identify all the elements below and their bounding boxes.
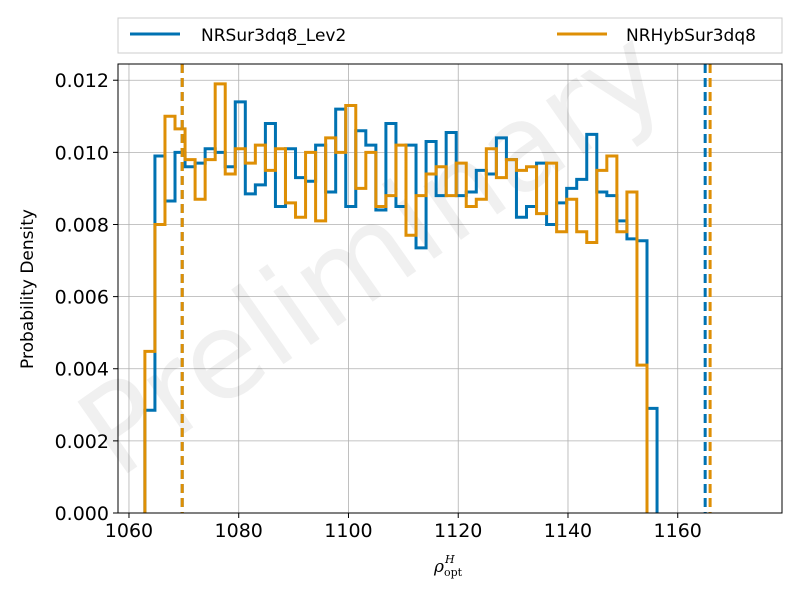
x-axis-label-main: ρ [433, 557, 444, 577]
histogram-series-0 [143, 100, 659, 513]
x-axis-label-sub: opt [444, 566, 463, 579]
y-tick-label: 0.008 [55, 214, 109, 236]
legend-frame [117, 17, 783, 54]
y-tick-label: 0.010 [55, 142, 109, 164]
x-tick-label: 1140 [544, 520, 592, 542]
interval-lines [180, 64, 712, 513]
x-axis-ticks: 1060 1080 1100 1120 1140 1160 [105, 513, 702, 542]
y-tick-label: 0.000 [55, 503, 109, 525]
y-axis-label: Probability Density [18, 209, 38, 369]
x-tick-label: 1160 [654, 520, 702, 542]
legend-label-nrsur: NRSur3dq8_Lev2 [201, 26, 346, 46]
histogram-steps [143, 82, 659, 513]
y-tick-label: 0.012 [55, 70, 109, 92]
watermark: Preliminary [55, 1, 690, 504]
legend: NRSur3dq8_Lev2 NRHybSur3dq8 [117, 17, 783, 54]
x-tick-label: 1080 [215, 520, 263, 542]
x-tick-label: 1100 [324, 520, 372, 542]
y-tick-label: 0.002 [55, 431, 109, 453]
x-tick-label: 1120 [434, 520, 482, 542]
legend-label-nrhybsur: NRHybSur3dq8 [626, 26, 756, 46]
x-tick-label: 1060 [105, 520, 153, 542]
x-axis-label-sup: H [444, 553, 455, 566]
plot-area: Preliminary 1060 1080 1100 1120 1140 1160 0.0… [55, 1, 783, 542]
histogram-series-1 [143, 82, 649, 513]
y-axis-ticks: 0.000 0.002 0.004 0.006 0.008 0.010 0.012 [55, 70, 118, 525]
y-tick-label: 0.004 [55, 359, 109, 381]
x-axis-label: ρ H opt [433, 553, 463, 579]
y-tick-label: 0.006 [55, 287, 109, 309]
axes-frame [117, 63, 783, 514]
